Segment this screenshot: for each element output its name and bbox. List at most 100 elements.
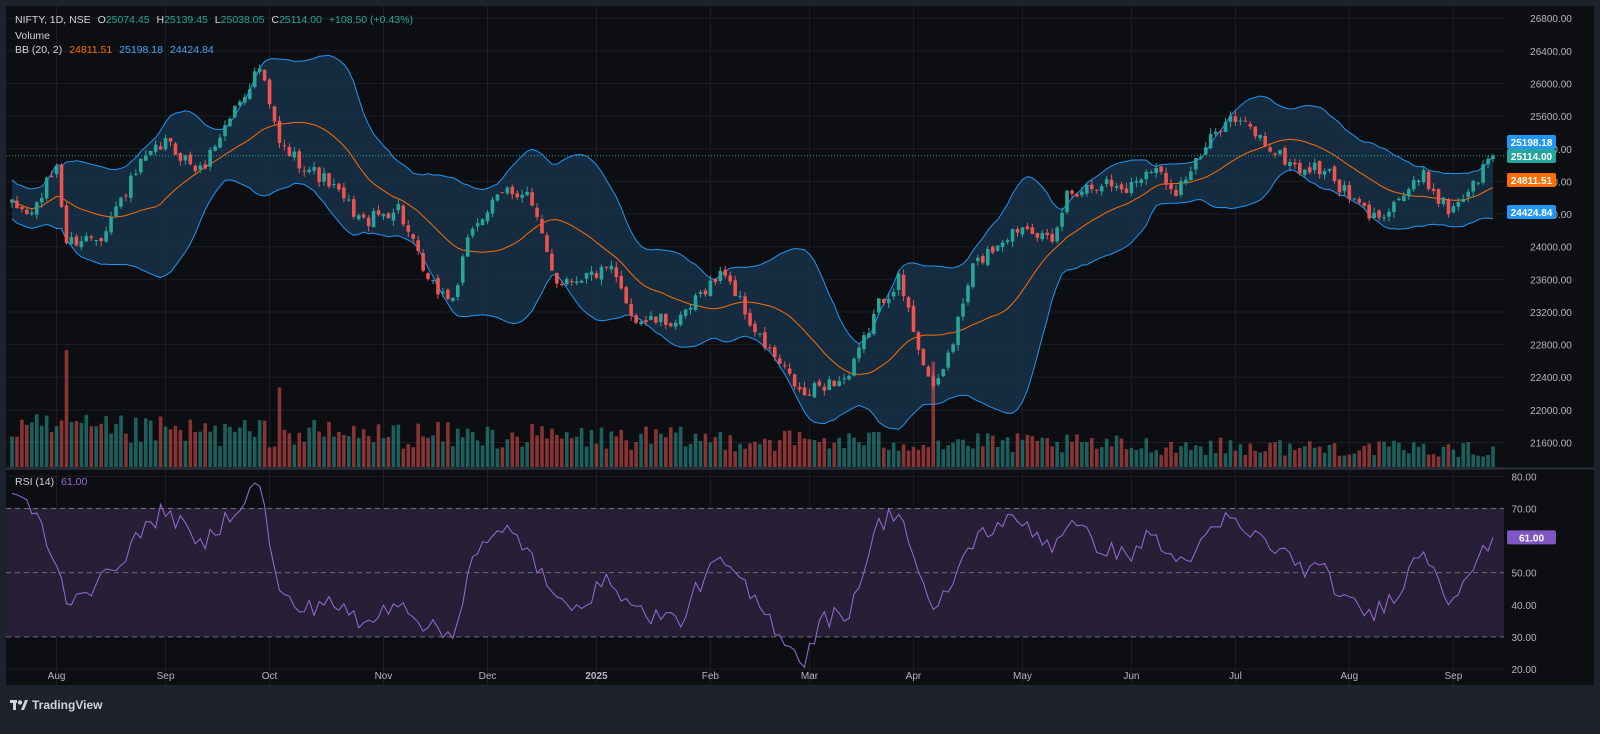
price-scale[interactable] <box>1504 6 1594 685</box>
candle-body <box>317 167 321 183</box>
candle-body <box>569 280 574 282</box>
candle-body <box>15 200 19 208</box>
candle-body <box>1466 191 1471 197</box>
candle-body <box>1293 162 1297 165</box>
candle-body <box>228 118 232 127</box>
tradingview-logo[interactable]: TradingView <box>10 698 102 712</box>
candle-body <box>777 358 782 364</box>
candle-body <box>550 253 554 271</box>
candle-body <box>911 305 916 332</box>
candle-body <box>203 164 207 169</box>
volume-bar <box>30 422 34 467</box>
candle-body <box>34 202 39 215</box>
volume-bar <box>460 437 465 467</box>
volume-bar <box>589 429 594 467</box>
volume-bar <box>1060 452 1064 467</box>
volume-bar <box>723 449 728 467</box>
candle-body <box>733 280 737 296</box>
candle-body <box>1179 181 1183 195</box>
volume-bar <box>1223 453 1228 467</box>
volume-bar <box>371 442 376 467</box>
candle-body <box>936 378 941 385</box>
volume-bar <box>931 361 936 467</box>
volume-bar <box>1293 449 1297 467</box>
candle-body <box>782 365 787 367</box>
candle-body <box>832 380 837 387</box>
volume-bar <box>673 432 678 467</box>
volume-bar <box>213 425 217 467</box>
volume-bar <box>1010 452 1015 467</box>
candle-body <box>1461 199 1466 203</box>
volume-bar <box>436 422 440 467</box>
price-tick-label: 26400.00 <box>1530 47 1572 58</box>
candle-body <box>688 307 693 310</box>
volume-bar <box>79 422 84 467</box>
candle-body <box>411 234 415 239</box>
candle-body <box>1248 123 1253 127</box>
candle-body <box>1075 193 1079 197</box>
candle-body <box>1431 188 1436 192</box>
candle-body <box>961 303 965 317</box>
volume-bar <box>1198 446 1203 467</box>
candle-body <box>426 273 430 279</box>
candle-body <box>1080 191 1084 196</box>
candle-body <box>589 271 594 276</box>
volume-bar <box>1273 442 1277 467</box>
candle-body <box>1000 242 1005 248</box>
candle-body <box>901 274 906 297</box>
volume-bar <box>307 427 311 467</box>
volume-bar <box>748 443 752 467</box>
candle-body <box>109 217 113 233</box>
candle-body <box>1104 179 1109 184</box>
volume-bar <box>69 422 74 467</box>
candle-body <box>654 316 658 323</box>
badge-close-text: 25114.00 <box>1511 152 1553 163</box>
bb-legend[interactable]: BB (20, 2) 24811.51 25198.18 24424.84 <box>15 44 218 56</box>
candle-body <box>1144 171 1149 180</box>
volume-bar <box>1208 440 1213 467</box>
candle-body <box>1471 180 1475 192</box>
symbol-label[interactable]: NIFTY, 1D, NSE <box>15 14 91 26</box>
volume-bar <box>317 431 321 467</box>
candle-body <box>460 256 465 283</box>
volume-bar <box>228 426 232 467</box>
volume-bar <box>1154 450 1158 467</box>
candle-body <box>1268 147 1272 152</box>
candle-body <box>386 213 391 219</box>
rsi-legend[interactable]: RSI (14) 61.00 <box>15 476 91 488</box>
time-tick-label: Oct <box>262 671 278 682</box>
candle-body <box>480 219 485 226</box>
candle-body <box>1194 158 1198 170</box>
candle-body <box>243 96 247 103</box>
candle-body <box>1129 181 1134 194</box>
candle-body <box>1223 122 1228 132</box>
price-pane[interactable] <box>6 6 1504 467</box>
volume-bar <box>1481 456 1485 467</box>
volume-bar <box>1456 456 1461 467</box>
volume-bar <box>1035 440 1040 467</box>
volume-bar <box>342 435 346 467</box>
price-badges: 25198.18 25114.00 24811.51 24424.84 61.00 <box>1507 135 1556 545</box>
volume-bar <box>619 429 624 467</box>
chart-canvas[interactable]: 26800.0026400.0026000.0025600.0025200.00… <box>0 0 1600 691</box>
candle-body <box>1203 147 1208 155</box>
volume-bar <box>480 445 485 467</box>
volume-bar <box>1184 442 1188 467</box>
volume-bar <box>446 422 450 467</box>
volume-bar <box>1050 446 1054 467</box>
price-tick-label: 23200.00 <box>1530 308 1572 319</box>
candle-body <box>1407 189 1411 197</box>
volume-bar <box>1164 447 1168 467</box>
candle-body <box>332 184 336 186</box>
candle-body <box>659 313 663 323</box>
volume-bar <box>787 430 792 467</box>
rsi-tick-label: 40.00 <box>1511 601 1536 612</box>
volume-legend[interactable]: Volume <box>15 30 54 42</box>
volume-bar <box>1302 446 1307 467</box>
candle-body <box>297 151 302 169</box>
volume-bar <box>143 418 148 467</box>
volume-bar <box>525 442 529 467</box>
volume-bar <box>758 444 762 467</box>
candle-body <box>921 349 926 365</box>
candle-body <box>198 165 203 170</box>
